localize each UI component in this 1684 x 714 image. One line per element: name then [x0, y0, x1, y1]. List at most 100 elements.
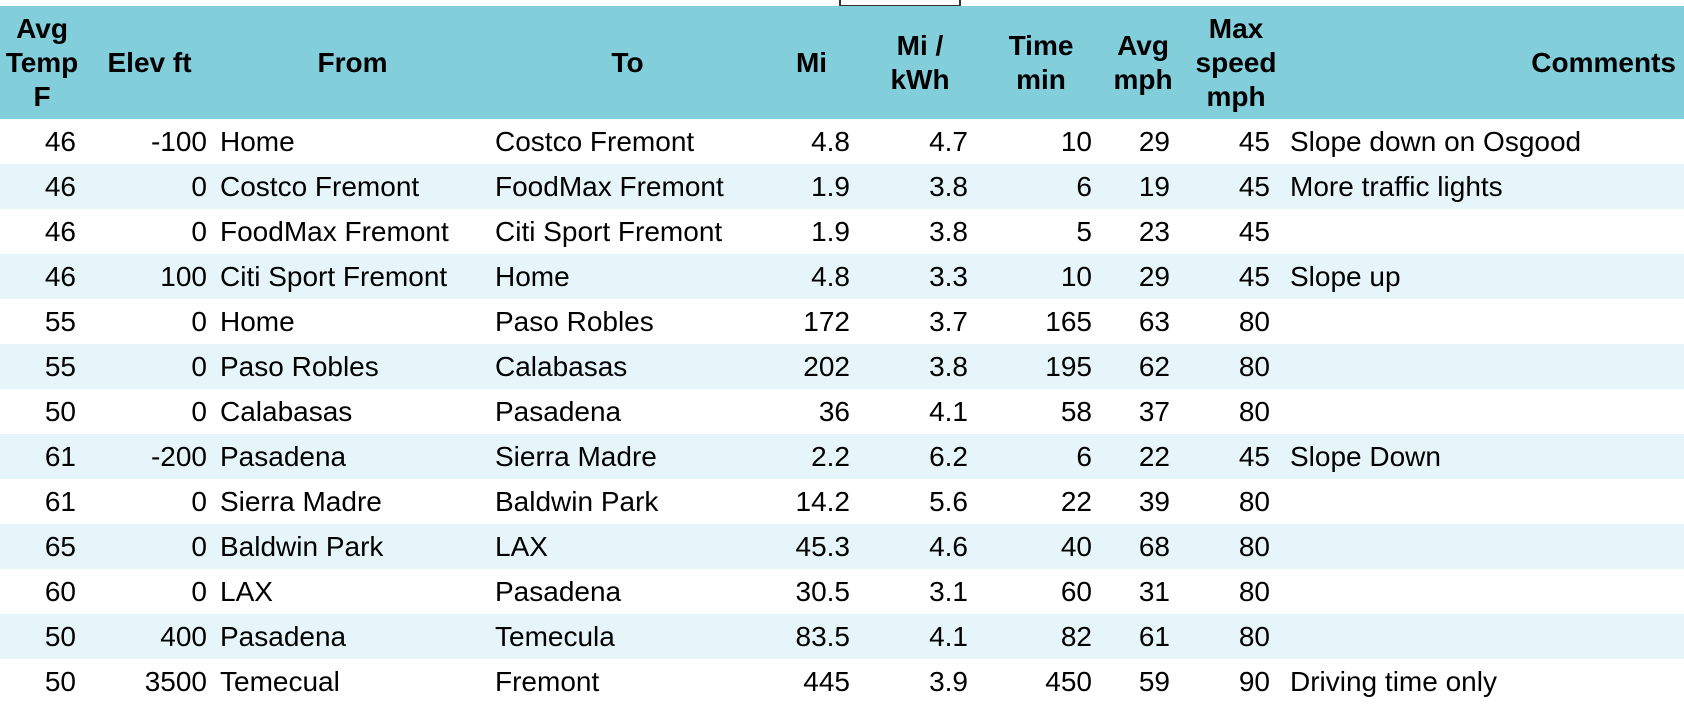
cell-avg-mph[interactable]: 39	[1100, 479, 1186, 524]
cell-miles[interactable]: 172	[765, 299, 858, 344]
cell-avg-temp[interactable]: 50	[0, 389, 84, 434]
cell-to[interactable]: Sierra Madre	[490, 434, 765, 479]
cell-comment[interactable]: Driving time only	[1286, 659, 1684, 704]
cell-miles[interactable]: 83.5	[765, 614, 858, 659]
table-row[interactable]: 55 0 Paso Robles Calabasas 202 3.8 195 62 80	[0, 344, 1684, 389]
cell-to[interactable]: LAX	[490, 524, 765, 569]
cell-elevation[interactable]: 0	[84, 209, 215, 254]
cell-max-speed[interactable]: 45	[1186, 254, 1286, 299]
table-row[interactable]: 61 0 Sierra Madre Baldwin Park 14.2 5.6 22 39 80	[0, 479, 1684, 524]
cell-from[interactable]: Sierra Madre	[215, 479, 490, 524]
cell-comment[interactable]: Slope down on Osgood	[1286, 119, 1684, 164]
cell-from[interactable]: Baldwin Park	[215, 524, 490, 569]
cell-avg-temp[interactable]: 46	[0, 164, 84, 209]
header-comments[interactable]: Comments	[1286, 6, 1684, 119]
cell-miles[interactable]: 445	[765, 659, 858, 704]
cell-comment[interactable]: More traffic lights	[1286, 164, 1684, 209]
cell-to[interactable]: Paso Robles	[490, 299, 765, 344]
cell-to[interactable]: Pasadena	[490, 389, 765, 434]
cell-comment[interactable]	[1286, 389, 1684, 434]
cell-elevation[interactable]: 3500	[84, 659, 215, 704]
cell-avg-temp[interactable]: 50	[0, 659, 84, 704]
table-row[interactable]: 50 0 Calabasas Pasadena 36 4.1 58 37 80	[0, 389, 1684, 434]
cell-max-speed[interactable]: 80	[1186, 569, 1286, 614]
cell-elevation[interactable]: 0	[84, 569, 215, 614]
cell-mi-per-kwh[interactable]: 4.6	[858, 524, 982, 569]
cell-comment[interactable]	[1286, 524, 1684, 569]
cell-to[interactable]: Temecula	[490, 614, 765, 659]
cell-miles[interactable]: 45.3	[765, 524, 858, 569]
cell-avg-mph[interactable]: 19	[1100, 164, 1186, 209]
cell-avg-mph[interactable]: 63	[1100, 299, 1186, 344]
cell-max-speed[interactable]: 45	[1186, 164, 1286, 209]
cell-time[interactable]: 10	[982, 254, 1100, 299]
cell-avg-mph[interactable]: 59	[1100, 659, 1186, 704]
cell-mi-per-kwh[interactable]: 4.1	[858, 389, 982, 434]
cell-avg-temp[interactable]: 46	[0, 209, 84, 254]
cell-from[interactable]: Home	[215, 119, 490, 164]
cell-time[interactable]: 165	[982, 299, 1100, 344]
cell-comment[interactable]	[1286, 209, 1684, 254]
cell-time[interactable]: 22	[982, 479, 1100, 524]
cell-avg-mph[interactable]: 61	[1100, 614, 1186, 659]
header-from[interactable]: From	[215, 6, 490, 119]
cell-mi-per-kwh[interactable]: 6.2	[858, 434, 982, 479]
cell-avg-mph[interactable]: 29	[1100, 119, 1186, 164]
cell-time[interactable]: 40	[982, 524, 1100, 569]
cell-avg-temp[interactable]: 60	[0, 569, 84, 614]
header-max-speed[interactable]: Max speed mph	[1186, 6, 1286, 119]
cell-from[interactable]: Citi Sport Fremont	[215, 254, 490, 299]
cell-comment[interactable]: Slope Down	[1286, 434, 1684, 479]
cell-avg-temp[interactable]: 46	[0, 254, 84, 299]
cell-from[interactable]: Home	[215, 299, 490, 344]
cell-comment[interactable]: Slope up	[1286, 254, 1684, 299]
cell-from[interactable]: FoodMax Fremont	[215, 209, 490, 254]
cell-mi-per-kwh[interactable]: 3.1	[858, 569, 982, 614]
table-row[interactable]: 50 400 Pasadena Temecula 83.5 4.1 82 61 80	[0, 614, 1684, 659]
cell-avg-mph[interactable]: 29	[1100, 254, 1186, 299]
cell-avg-temp[interactable]: 65	[0, 524, 84, 569]
cell-mi-per-kwh[interactable]: 4.7	[858, 119, 982, 164]
cell-time[interactable]: 60	[982, 569, 1100, 614]
cell-mi-per-kwh[interactable]: 3.8	[858, 344, 982, 389]
cell-time[interactable]: 58	[982, 389, 1100, 434]
cell-max-speed[interactable]: 45	[1186, 209, 1286, 254]
cell-time[interactable]: 6	[982, 434, 1100, 479]
cell-mi-per-kwh[interactable]: 3.8	[858, 164, 982, 209]
table-row[interactable]: 55 0 Home Paso Robles 172 3.7 165 63 80	[0, 299, 1684, 344]
cell-from[interactable]: Calabasas	[215, 389, 490, 434]
cell-elevation[interactable]: 0	[84, 389, 215, 434]
header-avg-temp[interactable]: Avg Temp F	[0, 6, 84, 119]
cell-miles[interactable]: 4.8	[765, 119, 858, 164]
cell-miles[interactable]: 202	[765, 344, 858, 389]
table-row[interactable]: 50 3500 Temecual Fremont 445 3.9 450 59 90 Drivin…	[0, 659, 1684, 704]
cell-max-speed[interactable]: 80	[1186, 344, 1286, 389]
cell-to[interactable]: Citi Sport Fremont	[490, 209, 765, 254]
cell-avg-mph[interactable]: 37	[1100, 389, 1186, 434]
cell-elevation[interactable]: -200	[84, 434, 215, 479]
cell-avg-temp[interactable]: 46	[0, 119, 84, 164]
cell-time[interactable]: 6	[982, 164, 1100, 209]
cell-avg-temp[interactable]: 61	[0, 434, 84, 479]
cell-comment[interactable]	[1286, 299, 1684, 344]
cell-avg-mph[interactable]: 23	[1100, 209, 1186, 254]
cell-miles[interactable]: 1.9	[765, 164, 858, 209]
cell-max-speed[interactable]: 80	[1186, 299, 1286, 344]
cell-avg-temp[interactable]: 55	[0, 344, 84, 389]
cell-from[interactable]: Pasadena	[215, 434, 490, 479]
cell-avg-mph[interactable]: 62	[1100, 344, 1186, 389]
cell-miles[interactable]: 1.9	[765, 209, 858, 254]
cell-time[interactable]: 450	[982, 659, 1100, 704]
cell-to[interactable]: Costco Fremont	[490, 119, 765, 164]
cell-elevation[interactable]: 0	[84, 479, 215, 524]
cell-elevation[interactable]: 0	[84, 164, 215, 209]
cell-max-speed[interactable]: 80	[1186, 524, 1286, 569]
cell-time[interactable]: 5	[982, 209, 1100, 254]
cell-max-speed[interactable]: 80	[1186, 479, 1286, 524]
cell-from[interactable]: Pasadena	[215, 614, 490, 659]
cell-to[interactable]: FoodMax Fremont	[490, 164, 765, 209]
cell-avg-mph[interactable]: 22	[1100, 434, 1186, 479]
cell-miles[interactable]: 36	[765, 389, 858, 434]
cell-elevation[interactable]: 0	[84, 344, 215, 389]
cell-comment[interactable]	[1286, 344, 1684, 389]
